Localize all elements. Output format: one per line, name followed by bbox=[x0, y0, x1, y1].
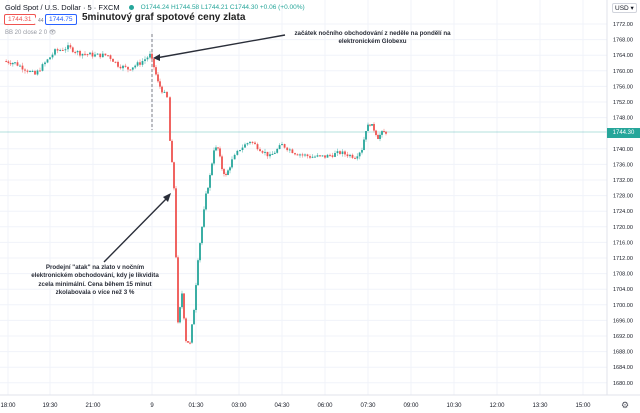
arrow-top-head bbox=[153, 54, 160, 61]
price-tick: 1736.00 bbox=[613, 162, 633, 168]
price-axis[interactable]: 1772.00 1768.00 1764.00 1760.00 1756.00 1752.… bbox=[613, 22, 633, 387]
price-tick: 1712.00 bbox=[613, 256, 633, 262]
chevron-down-icon: ▾ bbox=[630, 5, 634, 12]
currency-label: USD bbox=[615, 5, 629, 12]
time-tick: 04:30 bbox=[274, 403, 290, 409]
arrow-bottom-head bbox=[163, 193, 171, 202]
time-tick: 03:00 bbox=[231, 403, 247, 409]
price-tick: 1728.00 bbox=[613, 194, 633, 200]
price-tick: 1724.00 bbox=[613, 209, 633, 215]
time-tick: 15:00 bbox=[575, 403, 591, 409]
time-tick: 9 bbox=[150, 403, 154, 409]
time-tick: 09:00 bbox=[403, 403, 419, 409]
price-tick: 1720.00 bbox=[613, 225, 633, 231]
price-tick: 1680.00 bbox=[613, 381, 633, 387]
symbol-legend[interactable]: Gold Spot / U.S. Dollar · 5 · FXCM O1744… bbox=[5, 3, 305, 12]
time-tick: 18:00 bbox=[0, 403, 16, 409]
arrow-bottom bbox=[103, 196, 169, 263]
time-tick: 07:30 bbox=[360, 403, 376, 409]
indicator-label: BB 20 close 2 0 bbox=[5, 30, 48, 36]
arrow-top bbox=[155, 34, 286, 59]
time-tick: 13:30 bbox=[532, 403, 548, 409]
price-tick: 1696.00 bbox=[613, 318, 633, 324]
symbol-label: Gold Spot / U.S. Dollar · 5 · FXCM bbox=[5, 3, 120, 12]
price-tick: 1732.00 bbox=[613, 178, 633, 184]
price-tick: 1764.00 bbox=[613, 53, 633, 59]
annotation-session-start: začátek nočního obchodování z neděle na … bbox=[294, 30, 451, 46]
price-tick: 1752.00 bbox=[613, 100, 633, 106]
time-axis[interactable]: 18:00 19:30 21:00 9 01:30 03:00 04:30 06:00 07:3… bbox=[0, 403, 591, 409]
price-tick: 1708.00 bbox=[613, 272, 633, 278]
time-tick: 12:00 bbox=[489, 403, 505, 409]
time-tick: 10:30 bbox=[446, 403, 462, 409]
time-tick: 21:00 bbox=[85, 403, 101, 409]
price-tick: 1756.00 bbox=[613, 84, 633, 90]
price-tick: 1748.00 bbox=[613, 116, 633, 122]
price-tick: 1716.00 bbox=[613, 240, 633, 246]
ohlc-values: O1744.24 H1744.58 L1744.21 C1744.30 +0.0… bbox=[140, 4, 305, 11]
market-status-dot-icon bbox=[128, 5, 134, 10]
price-tick: 1688.00 bbox=[613, 350, 633, 356]
candlesticks bbox=[5, 42, 387, 345]
spread-label: 44 bbox=[35, 17, 47, 25]
grid-lines bbox=[0, 0, 607, 395]
eye-icon[interactable]: 👁 bbox=[48, 30, 57, 36]
chart-title: 5minutový graf spotové ceny zlata bbox=[82, 12, 246, 23]
indicator-legend[interactable]: BB 20 close 2 0 👁 bbox=[5, 29, 56, 36]
time-tick: 19:30 bbox=[42, 403, 58, 409]
price-tick: 1684.00 bbox=[613, 365, 633, 371]
price-tick: 1692.00 bbox=[613, 334, 633, 340]
price-tick: 1740.00 bbox=[613, 147, 633, 153]
annotation-sell-attack: Prodejní "atak" na zlato v nočním elektr… bbox=[31, 264, 159, 297]
sell-button[interactable]: 1744.31 bbox=[4, 14, 36, 25]
time-tick: 01:30 bbox=[188, 403, 204, 409]
buy-button[interactable]: 1744.75 bbox=[45, 14, 77, 25]
time-tick: 06:00 bbox=[317, 403, 333, 409]
price-tick: 1760.00 bbox=[613, 69, 633, 75]
price-tick: 1700.00 bbox=[613, 303, 633, 309]
price-tick: 1768.00 bbox=[613, 38, 633, 44]
price-tick: 1772.00 bbox=[613, 22, 633, 28]
gear-icon[interactable]: ⚙ bbox=[621, 400, 630, 410]
currency-selector[interactable]: USD ▾ bbox=[612, 3, 637, 13]
price-tick: 1704.00 bbox=[613, 287, 633, 293]
current-price-label: 1744.30 bbox=[607, 128, 640, 138]
